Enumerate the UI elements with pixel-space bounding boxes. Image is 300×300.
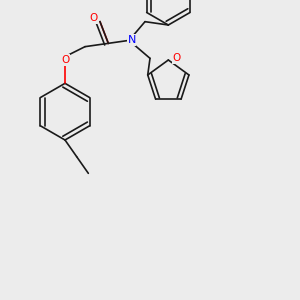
Text: O: O bbox=[172, 53, 181, 63]
Text: O: O bbox=[89, 13, 98, 23]
Text: O: O bbox=[61, 55, 69, 65]
Text: N: N bbox=[128, 35, 136, 45]
